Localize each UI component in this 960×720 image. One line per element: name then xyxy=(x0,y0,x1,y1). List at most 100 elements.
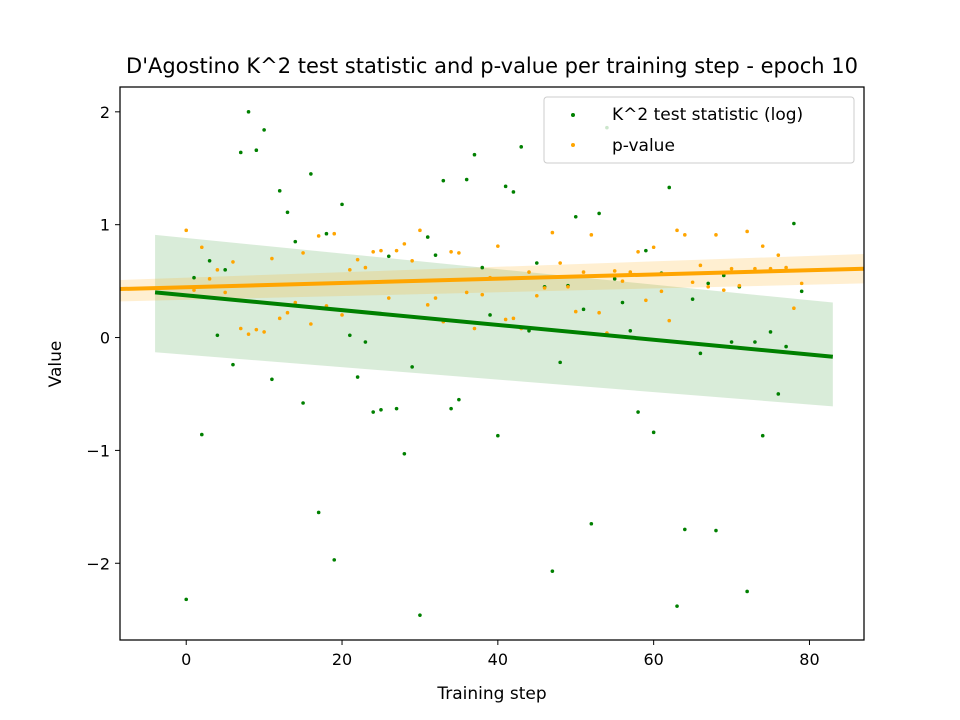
p-value-point xyxy=(496,244,500,248)
y-axis-ticks: −2 −1 0 1 2 xyxy=(86,103,120,573)
k2-point xyxy=(511,190,516,194)
k2-point xyxy=(776,392,781,396)
p-value-point xyxy=(207,277,212,281)
k2-point xyxy=(457,397,461,402)
p-value-point xyxy=(449,249,453,254)
p-value-point xyxy=(737,283,742,288)
regression-line-0 xyxy=(154,290,834,359)
p-value-point xyxy=(238,326,243,331)
regression-lines xyxy=(119,266,865,359)
k2-point xyxy=(784,344,788,349)
k2-point xyxy=(464,177,469,182)
p-value-point xyxy=(277,316,282,321)
k2-point xyxy=(519,145,524,149)
legend: K^2 test statistic (log) p-value xyxy=(543,96,855,164)
k2-point xyxy=(449,406,453,411)
k2-point xyxy=(246,110,251,114)
k2-point xyxy=(760,433,765,438)
k2-point xyxy=(480,265,485,270)
k2-point xyxy=(293,239,298,244)
y-tick-label: 0 xyxy=(100,329,110,348)
k2-point xyxy=(496,433,500,438)
k2-point xyxy=(698,351,703,356)
k2-point xyxy=(379,407,383,412)
k2-point xyxy=(683,527,687,532)
legend-label-p-value: p-value xyxy=(612,136,675,156)
k2-point xyxy=(667,185,672,190)
y-tick-label: −2 xyxy=(86,554,110,573)
k2-point xyxy=(402,451,407,456)
legend-label-k2: K^2 test statistic (log) xyxy=(612,105,803,125)
p-value-point xyxy=(753,266,757,271)
p-value-point xyxy=(402,242,407,246)
p-value-point xyxy=(550,230,555,235)
p-value-point xyxy=(644,298,648,303)
p-value-point xyxy=(776,253,781,257)
p-value-point xyxy=(721,288,726,292)
k2-point xyxy=(231,362,235,367)
p-value-point xyxy=(706,284,710,289)
k2-point xyxy=(706,281,710,286)
p-value-point xyxy=(667,318,672,323)
k2-point xyxy=(488,313,492,317)
k2-point xyxy=(332,558,337,562)
p-value-point xyxy=(760,244,765,248)
k2-point xyxy=(721,273,726,278)
k2-point xyxy=(612,277,617,281)
plot-frame xyxy=(119,86,865,641)
p-value-point xyxy=(457,251,461,255)
y-tick-label: −1 xyxy=(86,441,110,460)
k2-point xyxy=(223,268,227,272)
p-value-point xyxy=(612,269,617,273)
p-value-point xyxy=(745,229,749,234)
p-value-point xyxy=(371,249,375,254)
p-value-point xyxy=(200,245,204,250)
k2-point xyxy=(316,510,321,515)
p-value-point xyxy=(231,260,235,264)
k2-point xyxy=(558,360,562,365)
p-value-point xyxy=(628,270,633,274)
x-tick-label: 20 xyxy=(332,650,352,669)
p-value-point xyxy=(636,249,640,254)
p-value-point xyxy=(675,228,679,233)
x-axis-label: Training step xyxy=(436,684,546,704)
p-value-point xyxy=(340,313,344,317)
k2-point xyxy=(215,333,220,338)
p-value-point xyxy=(729,266,734,271)
p-value-point xyxy=(472,326,477,331)
k2-point xyxy=(200,432,204,437)
p-value-point xyxy=(425,303,430,307)
k2-point xyxy=(589,521,594,526)
p-value-point xyxy=(799,281,804,286)
confidence-band-0 xyxy=(155,234,833,407)
p-value-point xyxy=(355,257,360,262)
k2-point xyxy=(270,377,274,382)
p-value-point xyxy=(464,290,469,295)
k2-point xyxy=(472,152,477,157)
p-value-point xyxy=(418,228,422,233)
k2-point xyxy=(418,613,422,617)
p-value-point xyxy=(589,233,594,237)
k2-point xyxy=(309,172,313,176)
k2-point xyxy=(394,406,399,411)
k2-point xyxy=(753,340,757,344)
k2-point xyxy=(371,410,375,414)
k2-point xyxy=(192,275,196,280)
p-value-point xyxy=(309,322,313,326)
x-tick-label: 80 xyxy=(799,650,819,669)
k2-point xyxy=(441,178,446,183)
p-value-point xyxy=(511,316,516,321)
k2-point xyxy=(277,189,282,193)
p-value-point xyxy=(566,284,570,289)
p-value-point xyxy=(527,270,531,274)
p-value-point xyxy=(714,233,718,237)
k2-point xyxy=(792,221,796,226)
p-value-point xyxy=(784,265,788,270)
k2-point xyxy=(745,589,749,594)
p-value-point xyxy=(433,296,438,300)
p-value-point xyxy=(215,268,220,272)
p-value-point xyxy=(410,259,414,263)
p-value-point xyxy=(597,310,601,315)
p-value-point xyxy=(293,300,298,305)
p-value-point xyxy=(363,265,368,270)
